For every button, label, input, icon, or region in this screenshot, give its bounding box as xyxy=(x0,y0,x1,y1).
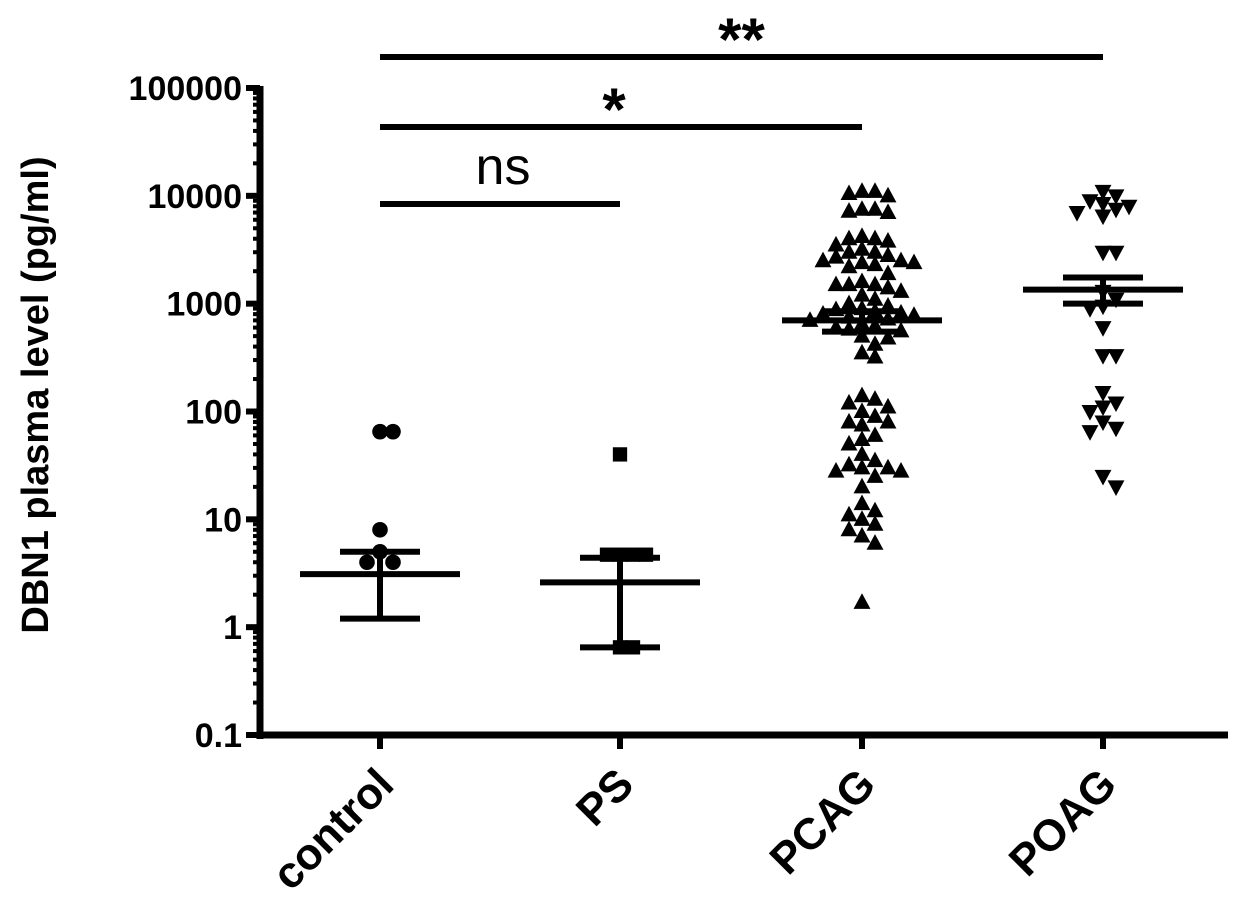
significance-label: * xyxy=(602,76,626,143)
y-tick-label: 10 xyxy=(204,501,242,539)
data-point xyxy=(1108,480,1125,496)
data-point xyxy=(867,390,884,406)
data-point xyxy=(372,522,388,538)
data-point xyxy=(1082,425,1099,441)
data-point xyxy=(841,456,858,472)
data-point xyxy=(867,182,884,198)
data-point xyxy=(854,445,871,461)
data-point xyxy=(867,230,884,246)
data-point xyxy=(1108,349,1125,365)
y-ticks: 0.1 1 10 100 1000 10000 100000 xyxy=(129,70,260,755)
data-point xyxy=(385,554,401,570)
y-tick-label: 0.1 xyxy=(195,717,242,755)
data-point xyxy=(854,510,871,526)
data-point xyxy=(880,232,897,248)
data-point xyxy=(880,187,897,203)
data-point xyxy=(893,462,910,478)
data-point xyxy=(841,521,858,537)
x-category-label: POAG xyxy=(1000,759,1126,885)
data-point xyxy=(880,246,897,262)
data-point xyxy=(854,593,871,609)
data-points xyxy=(359,182,1137,654)
data-point xyxy=(828,276,845,292)
y-tick-label: 10000 xyxy=(147,178,242,216)
data-point xyxy=(841,202,858,218)
data-point xyxy=(854,254,871,270)
data-point xyxy=(841,435,858,451)
data-point xyxy=(1108,396,1125,412)
data-point xyxy=(841,258,858,274)
data-point xyxy=(854,494,871,510)
data-point xyxy=(854,286,871,302)
data-point xyxy=(1095,401,1112,417)
data-point xyxy=(359,554,375,570)
y-tick-label: 100000 xyxy=(129,70,242,108)
significance-brackets: ns*** xyxy=(380,6,1103,204)
data-point xyxy=(880,203,897,219)
y-tick-label: 100 xyxy=(185,394,242,432)
data-point xyxy=(385,424,401,440)
data-point xyxy=(880,279,897,295)
data-point xyxy=(1095,386,1112,402)
data-point xyxy=(1095,470,1112,486)
data-point xyxy=(906,254,923,270)
data-point xyxy=(1082,405,1099,421)
data-point xyxy=(854,273,871,289)
data-point xyxy=(867,515,884,531)
data-point xyxy=(815,252,832,268)
data-point xyxy=(880,398,897,414)
axes xyxy=(257,86,1228,739)
y-tick-label: 1000 xyxy=(166,286,242,324)
data-point xyxy=(1108,422,1125,438)
data-point xyxy=(867,426,884,442)
data-point xyxy=(841,230,858,246)
data-point xyxy=(867,407,884,423)
data-point xyxy=(854,387,871,403)
significance-label: ns xyxy=(476,138,531,196)
significance-label: ** xyxy=(718,6,765,73)
data-point xyxy=(841,184,858,200)
data-point xyxy=(893,282,910,298)
data-point xyxy=(613,447,627,461)
data-point xyxy=(854,344,871,360)
x-category-label: PCAG xyxy=(761,759,886,884)
x-categories: control PS PCAG POAG xyxy=(263,735,1126,900)
data-point xyxy=(1095,321,1112,337)
data-point xyxy=(841,413,858,429)
error-bars xyxy=(300,277,1183,647)
data-point xyxy=(1095,210,1112,226)
data-point xyxy=(1121,200,1138,216)
data-point xyxy=(1108,246,1125,262)
data-point xyxy=(867,200,884,216)
y-tick-label: 1 xyxy=(223,609,242,647)
data-point xyxy=(854,430,871,446)
data-point xyxy=(841,295,858,311)
data-point xyxy=(854,478,871,494)
x-category-label: PS xyxy=(567,759,643,835)
y-axis-label: DBN1 plasma level (pg/ml) xyxy=(15,156,57,633)
data-point xyxy=(854,416,871,432)
x-category-label: control xyxy=(263,759,403,899)
data-point xyxy=(1069,206,1086,222)
data-point xyxy=(867,467,884,483)
